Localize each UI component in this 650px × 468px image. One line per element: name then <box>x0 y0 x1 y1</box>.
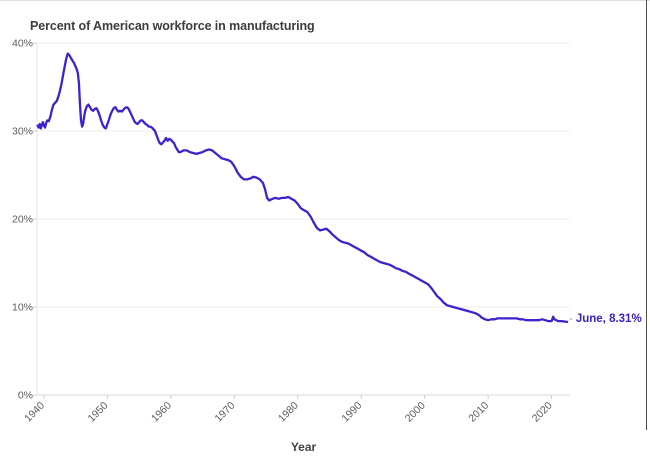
data-line <box>36 52 569 324</box>
frame-right-border <box>646 0 647 430</box>
x-tick-label: 1980 <box>276 400 301 425</box>
annotation-label: June, 8.31% <box>575 313 642 325</box>
x-tick-label: 1950 <box>86 400 111 425</box>
chart-title: Percent of American workforce in manufac… <box>30 19 315 33</box>
y-tick-label: 30% <box>12 126 33 138</box>
latest-value-annotation: - June, 8.31% <box>569 313 642 325</box>
x-tick-label: 2010 <box>466 400 491 425</box>
frame-top-border <box>0 0 650 1</box>
annotation-dash: - <box>569 313 573 325</box>
x-tick-label: 2020 <box>530 400 555 425</box>
x-tick-label: 1970 <box>212 400 237 425</box>
x-tick-label: 1990 <box>339 400 364 425</box>
y-tick-label: 0% <box>18 390 33 402</box>
y-tick-label: 10% <box>12 302 33 314</box>
y-tick-label: 40% <box>12 38 33 50</box>
x-tick-label: 1940 <box>22 400 47 425</box>
x-tick-label: 1960 <box>149 400 174 425</box>
y-tick-label: 20% <box>12 214 33 226</box>
x-axis-title: Year <box>290 440 317 454</box>
x-tick-label: 2000 <box>403 400 428 425</box>
